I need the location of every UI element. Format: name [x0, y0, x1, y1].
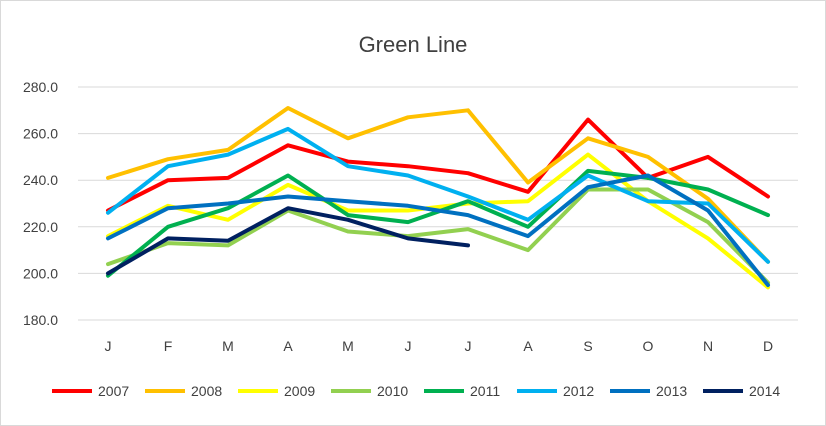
series-line-2008	[106, 106, 770, 264]
legend-label: 2007	[98, 383, 129, 399]
y-axis-ticks: 180.0 200.0 220.0 240.0 260.0 280.0	[23, 79, 58, 328]
x-tick-label: N	[703, 338, 713, 354]
legend-label: 2010	[377, 383, 408, 399]
series-line-2009	[106, 152, 770, 290]
x-tick-label: J	[105, 338, 112, 354]
y-tick-label: 200.0	[23, 265, 58, 281]
series-line-2013	[106, 173, 770, 288]
legend-label: 2014	[749, 383, 780, 399]
series-lines	[106, 106, 770, 290]
chart-title: Green Line	[359, 32, 468, 57]
y-tick-label: 220.0	[23, 219, 58, 235]
series-line-2010	[106, 187, 770, 285]
y-tick-label: 180.0	[23, 312, 58, 328]
legend: 2007 2008 2009 2010 2011 2012 2013 2014	[52, 383, 780, 399]
x-tick-label: J	[465, 338, 472, 354]
x-tick-label: D	[763, 338, 773, 354]
legend-label: 2009	[284, 383, 315, 399]
x-tick-label: F	[164, 338, 173, 354]
x-tick-label: A	[523, 338, 533, 354]
series-line-2012	[106, 126, 770, 264]
legend-label: 2011	[470, 383, 500, 399]
legend-label: 2013	[656, 383, 687, 399]
x-tick-label: O	[643, 338, 654, 354]
series-line-2014	[106, 206, 470, 276]
x-tick-label: M	[222, 338, 234, 354]
y-tick-label: 260.0	[23, 126, 58, 142]
x-tick-label: M	[342, 338, 354, 354]
legend-label: 2008	[191, 383, 222, 399]
x-tick-label: S	[583, 338, 592, 354]
x-tick-label: J	[405, 338, 412, 354]
y-tick-label: 280.0	[23, 79, 58, 95]
series-line-2007	[106, 117, 770, 213]
y-tick-label: 240.0	[23, 172, 58, 188]
legend-label: 2012	[563, 383, 594, 399]
x-tick-label: A	[283, 338, 293, 354]
